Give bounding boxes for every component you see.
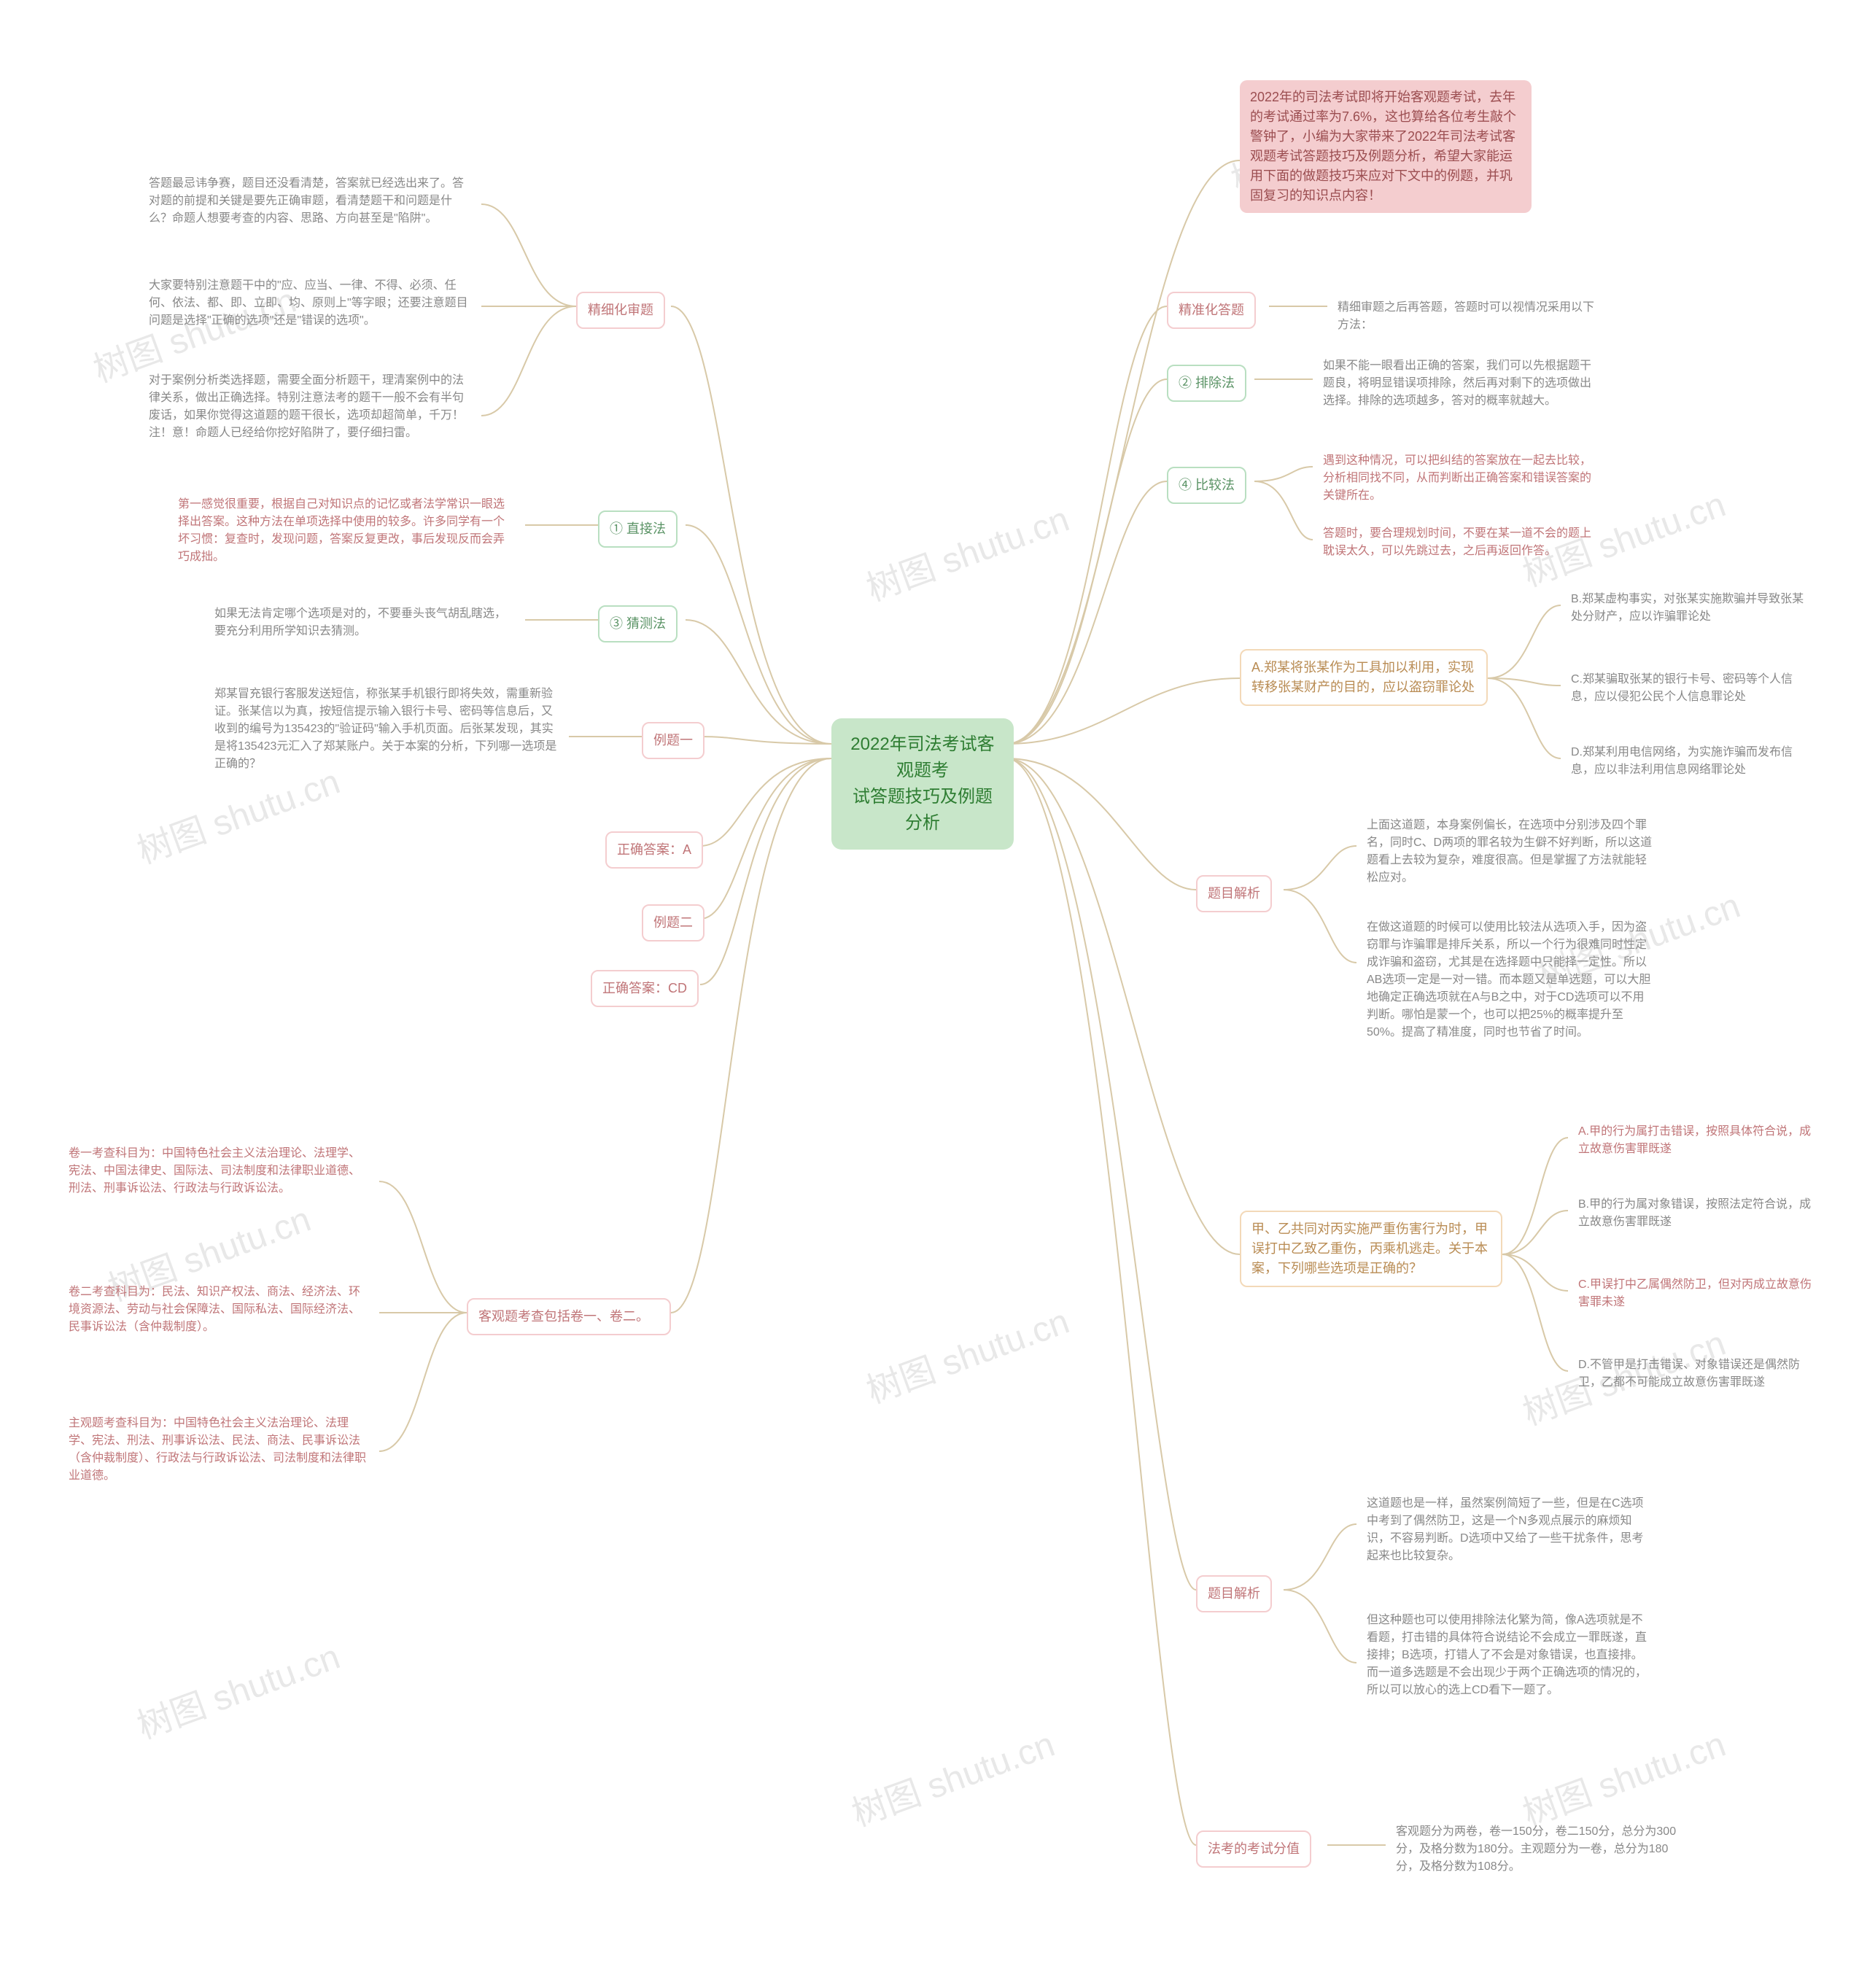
branch-juanmu: 客观题考查包括卷一、卷二。 <box>467 1298 671 1335</box>
intro-note: 2022年的司法考试即将开始客观题考试，去年的考试通过率为7.6%，这也算给各位… <box>1240 80 1532 213</box>
ex1-optB: B.郑某虚构事实，对张某实施欺骗并导致张某处分财产，应以诈骗罪论处 <box>1561 583 1823 633</box>
jingxihua-note1: 答题最忌讳争赛，题目还没看清楚，答案就已经选出来了。答对题的前提和关键是要先正确… <box>139 168 481 235</box>
fenzhishu-note: 客观题分为两卷，卷一150分，卷二150分，总分为300分，及格分数为180分。… <box>1386 1816 1692 1883</box>
juanmu-note1: 卷一考查科目为：中国特色社会主义法治理论、法理学、宪法、中国法律史、国际法、司法… <box>58 1138 379 1205</box>
ex1-analysis2: 在做这道题的时候可以使用比较法从选项入手，因为盗窃罪与诈骗罪是排斥关系，所以一个… <box>1356 912 1663 1049</box>
method-1: ① 直接法 <box>598 510 678 548</box>
ex2-optB: B.甲的行为属对象错误，按照法定符合说，成立故意伤害罪既遂 <box>1568 1189 1831 1238</box>
ex1-optC: C.郑某骗取张某的银行卡号、密码等个人信息，应以侵犯公民个人信息罪论处 <box>1561 664 1823 713</box>
ex2-analysis2: 但这种题也可以使用排除法化繁为简，像A选项就是不看题，打击错的具体符合说结论不会… <box>1356 1604 1663 1707</box>
example2-label: 例题二 <box>642 904 705 941</box>
juanmu-note2: 卷二考查科目为：民法、知识产权法、商法、经济法、环境资源法、劳动与社会保障法、国… <box>58 1276 379 1343</box>
ex1-analysis1: 上面这道题，本身案例偏长，在选项中分别涉及四个罪名，同时C、D两项的罪名较为生僻… <box>1356 809 1663 894</box>
ex2-stem: 甲、乙共同对丙实施严重伤害行为时，甲误打中乙致乙重伤，丙乘机逃走。关于本案，下列… <box>1240 1211 1502 1287</box>
method-3: ③ 猜测法 <box>598 605 678 642</box>
watermark: 树图 shutu.cn <box>844 1715 1060 1836</box>
method-4: ④ 比较法 <box>1167 467 1246 504</box>
branch-fenzhishu: 法考的考试分值 <box>1196 1830 1311 1868</box>
branch-jingxihua: 精细化审题 <box>576 292 665 329</box>
jingxihua-note2: 大家要特别注意题干中的"应、应当、一律、不得、必须、任何、依法、都、即、立即、均… <box>139 270 481 337</box>
center-node: 2022年司法考试客观题考试答题技巧及例题分析 <box>831 718 1014 850</box>
ex1-optD: D.郑某利用电信网络，为实施诈骗而发布信息，应以非法利用信息网络罪论处 <box>1561 737 1823 786</box>
juanmu-note3: 主观题考查科目为：中国特色社会主义法治理论、法理学、宪法、刑法、刑事诉讼法、民法… <box>58 1407 379 1492</box>
ex2-optA: A.甲的行为属打击错误，按照具体符合说，成立故意伤害罪既遂 <box>1568 1116 1831 1165</box>
ex2-answer: 正确答案：CD <box>591 970 699 1007</box>
ex1-analysis-label: 题目解析 <box>1196 875 1272 912</box>
method-3-note: 如果无法肯定哪个选项是对的，不要垂头丧气胡乱瞎选，要充分利用所学知识去猜测。 <box>204 598 525 648</box>
method-2: ② 排除法 <box>1167 365 1246 402</box>
watermark: 树图 shutu.cn <box>858 490 1075 610</box>
ex2-optD: D.不管甲是打击错误、对象错误还是偶然防卫，乙都不可能成立故意伤害罪既遂 <box>1568 1349 1831 1399</box>
watermark: 树图 shutu.cn <box>129 1628 346 1748</box>
jingxihua-note3: 对于案例分析类选择题，需要全面分析题干，理清案例中的法律关系，做出正确选择。特别… <box>139 365 481 449</box>
ex2-analysis-label: 题目解析 <box>1196 1575 1272 1612</box>
method-4-note1: 遇到这种情况，可以把纠结的答案放在一起去比较，分析相同找不同，从而判断出正确答案… <box>1313 445 1604 512</box>
ex1-stem: 郑某冒充银行客服发送短信，称张某手机银行即将失效，需重新验证。张某信以为真，按短… <box>204 678 569 780</box>
example1-label: 例题一 <box>642 722 705 759</box>
ex1-answer: 正确答案：A <box>605 831 703 869</box>
ex2-analysis1: 这道题也是一样，虽然案例简短了一些，但是在C选项中考到了偶然防卫，这是一个N多观… <box>1356 1488 1663 1572</box>
method-1-note: 第一感觉很重要，根据自己对知识点的记忆或者法学常识一眼选择出答案。这种方法在单项… <box>168 489 525 573</box>
method-2-note: 如果不能一眼看出正确的答案，我们可以先根据题干题良，将明显错误项排除，然后再对剩… <box>1313 350 1604 417</box>
branch-jingzhunhua: 精准化答题 <box>1167 292 1256 329</box>
method-4-note2: 答题时，要合理规划时间，不要在某一道不会的题上耽误太久，可以先跳过去，之后再返回… <box>1313 518 1604 567</box>
ex2-optC: C.甲误打中乙属偶然防卫，但对丙成立故意伤害罪未遂 <box>1568 1269 1831 1319</box>
ex1-optA: A.郑某将张某作为工具加以利用，实现转移张某财产的目的，应以盗窃罪论处 <box>1240 649 1488 706</box>
watermark: 树图 shutu.cn <box>858 1292 1075 1413</box>
jingzhunhua-note: 精细审题之后再答题，答题时可以视情况采用以下方法： <box>1327 292 1604 341</box>
